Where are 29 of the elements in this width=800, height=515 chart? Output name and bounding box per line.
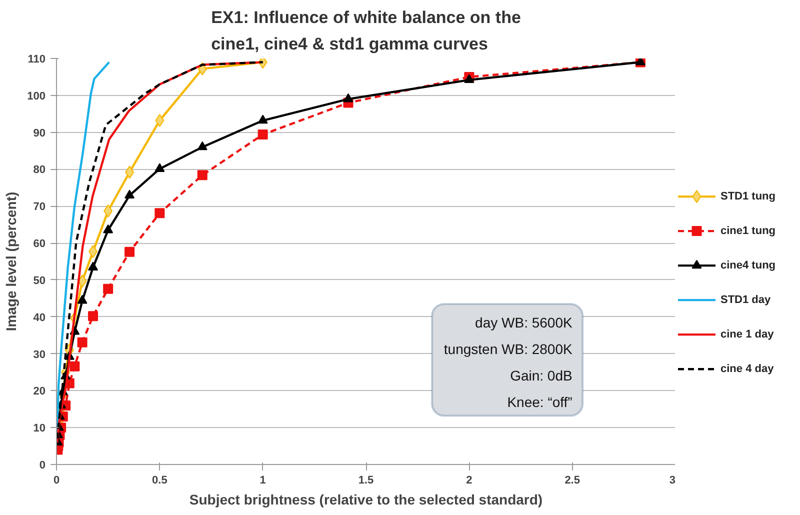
y-tick-label: 40 xyxy=(33,312,46,324)
y-tick-label: 70 xyxy=(33,201,46,214)
y-tick-label: 0 xyxy=(39,460,46,472)
x-tick-label: 3 xyxy=(669,474,676,486)
annotation: day WB: 5600K tungsten WB: 2800K Gain: 0dB Knee: “off” xyxy=(444,314,573,410)
y-tick-label: 20 xyxy=(33,386,46,398)
y-tick-label: 110 xyxy=(28,54,46,66)
y-tick-label: 30 xyxy=(33,348,46,361)
y-tick-label: 50 xyxy=(33,274,46,287)
y-tick-label: 80 xyxy=(33,164,46,176)
legend-label: cine 1 day xyxy=(720,328,775,341)
y-tick-label: 100 xyxy=(27,90,46,102)
legend-label: cine1 tung xyxy=(720,225,776,238)
legend-label: cine4 tung xyxy=(720,260,776,272)
x-tick-label: 0.5 xyxy=(152,474,168,486)
y-axis-title: Image level (percent) xyxy=(3,192,20,332)
x-tick-label: 2.5 xyxy=(564,474,580,486)
x-tick-label: 2 xyxy=(466,474,472,486)
x-axis-title: Subject brightness (relative to the selected standard) xyxy=(189,492,543,508)
x-tick-label: 1.5 xyxy=(358,474,374,486)
x-tick-label: 1 xyxy=(260,474,266,486)
chart-title: EX1: Influence of white balance on the cine1, cine4 & std1 gamma curves xyxy=(211,8,521,54)
x-tick-label: 0 xyxy=(53,474,60,486)
y-tick-label: 90 xyxy=(33,127,46,140)
legend-label: STD1 tung xyxy=(720,190,776,203)
y-tick-label: 60 xyxy=(33,238,46,250)
legend-label: STD1 day xyxy=(720,294,772,306)
legend-label: cine 4 day xyxy=(720,363,775,376)
y-tick-label: 10 xyxy=(33,422,46,435)
